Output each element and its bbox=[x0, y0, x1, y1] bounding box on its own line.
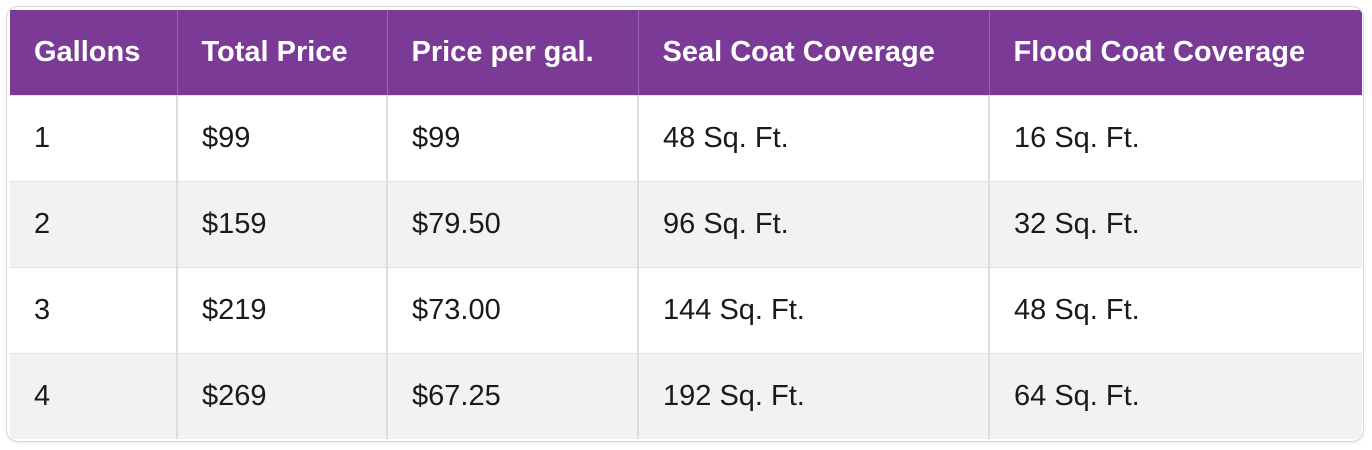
pricing-table-card: Gallons Total Price Price per gal. Seal … bbox=[6, 6, 1364, 442]
cell-price-per-gal: $99 bbox=[387, 94, 639, 181]
header-total-price: Total Price bbox=[177, 10, 388, 95]
cell-gallons: 2 bbox=[10, 180, 178, 267]
header-row: Gallons Total Price Price per gal. Seal … bbox=[10, 10, 1362, 95]
pricing-table: Gallons Total Price Price per gal. Seal … bbox=[10, 10, 1362, 439]
cell-flood-coat-coverage: 48 Sq. Ft. bbox=[989, 266, 1362, 353]
cell-flood-coat-coverage: 16 Sq. Ft. bbox=[989, 94, 1362, 181]
cell-price-per-gal: $79.50 bbox=[387, 180, 639, 267]
cell-total-price: $159 bbox=[177, 180, 388, 267]
table-row: 2 $159 $79.50 96 Sq. Ft. 32 Sq. Ft. bbox=[10, 180, 1362, 267]
cell-seal-coat-coverage: 48 Sq. Ft. bbox=[638, 94, 990, 181]
cell-gallons: 1 bbox=[10, 94, 178, 181]
header-flood-coat-coverage: Flood Coat Coverage bbox=[989, 10, 1362, 95]
cell-flood-coat-coverage: 64 Sq. Ft. bbox=[989, 352, 1362, 439]
cell-gallons: 3 bbox=[10, 266, 178, 353]
table-body: 1 $99 $99 48 Sq. Ft. 16 Sq. Ft. 2 $159 $… bbox=[10, 94, 1362, 439]
cell-seal-coat-coverage: 192 Sq. Ft. bbox=[638, 352, 990, 439]
cell-gallons: 4 bbox=[10, 352, 178, 439]
table-row: 4 $269 $67.25 192 Sq. Ft. 64 Sq. Ft. bbox=[10, 352, 1362, 439]
cell-seal-coat-coverage: 96 Sq. Ft. bbox=[638, 180, 990, 267]
table-header: Gallons Total Price Price per gal. Seal … bbox=[10, 10, 1362, 95]
cell-total-price: $99 bbox=[177, 94, 388, 181]
header-price-per-gal: Price per gal. bbox=[387, 10, 639, 95]
cell-total-price: $269 bbox=[177, 352, 388, 439]
header-gallons: Gallons bbox=[10, 10, 178, 95]
cell-price-per-gal: $73.00 bbox=[387, 266, 639, 353]
table-row: 1 $99 $99 48 Sq. Ft. 16 Sq. Ft. bbox=[10, 94, 1362, 181]
header-seal-coat-coverage: Seal Coat Coverage bbox=[638, 10, 990, 95]
cell-price-per-gal: $67.25 bbox=[387, 352, 639, 439]
cell-seal-coat-coverage: 144 Sq. Ft. bbox=[638, 266, 990, 353]
cell-total-price: $219 bbox=[177, 266, 388, 353]
table-row: 3 $219 $73.00 144 Sq. Ft. 48 Sq. Ft. bbox=[10, 266, 1362, 353]
cell-flood-coat-coverage: 32 Sq. Ft. bbox=[989, 180, 1362, 267]
